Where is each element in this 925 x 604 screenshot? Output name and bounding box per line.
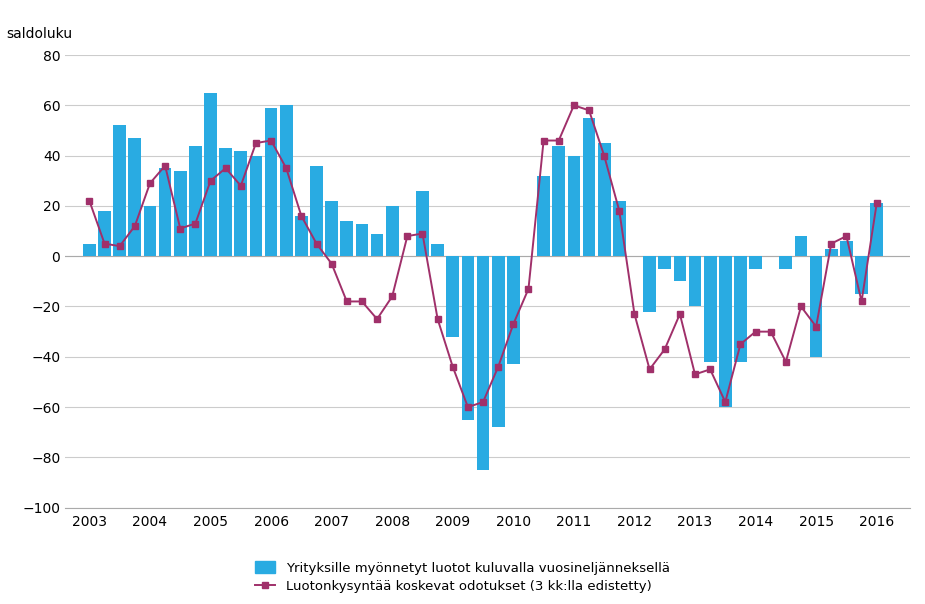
Bar xyxy=(659,256,672,269)
Bar xyxy=(326,201,338,256)
Bar xyxy=(613,201,625,256)
Bar xyxy=(719,256,732,407)
Bar xyxy=(189,146,202,256)
Bar xyxy=(476,256,489,470)
Bar xyxy=(749,256,762,269)
Bar xyxy=(234,150,247,256)
Bar xyxy=(856,256,868,294)
Bar xyxy=(416,191,429,256)
Legend: Yrityksille myönnetyt luotot kuluvalla vuosineljänneksellä, Luotonkysyntää koske: Yrityksille myönnetyt luotot kuluvalla v… xyxy=(252,557,673,597)
Bar xyxy=(143,206,156,256)
Bar xyxy=(310,165,323,256)
Bar xyxy=(643,256,656,312)
Bar xyxy=(386,206,399,256)
Bar xyxy=(537,176,550,256)
Bar xyxy=(673,256,686,281)
Bar xyxy=(825,249,838,256)
Bar xyxy=(431,243,444,256)
Bar xyxy=(98,211,111,256)
Bar xyxy=(447,256,459,336)
Bar xyxy=(688,256,701,306)
Bar xyxy=(174,171,187,256)
Bar xyxy=(780,256,792,269)
Bar xyxy=(371,234,384,256)
Bar xyxy=(83,243,96,256)
Bar xyxy=(219,148,232,256)
Bar xyxy=(204,93,216,256)
Bar xyxy=(704,256,717,362)
Bar xyxy=(129,138,142,256)
Bar xyxy=(462,256,475,420)
Bar xyxy=(295,216,308,256)
Bar xyxy=(840,241,853,256)
Bar xyxy=(507,256,520,364)
Bar xyxy=(552,146,565,256)
Bar xyxy=(355,223,368,256)
Bar xyxy=(734,256,746,362)
Bar xyxy=(340,221,353,256)
Bar xyxy=(114,126,126,256)
Bar xyxy=(568,156,580,256)
Text: saldoluku: saldoluku xyxy=(6,27,72,42)
Bar xyxy=(265,108,277,256)
Bar xyxy=(250,156,263,256)
Bar xyxy=(809,256,822,357)
Bar xyxy=(583,118,596,256)
Bar xyxy=(280,105,292,256)
Bar xyxy=(795,236,808,256)
Bar xyxy=(159,168,171,256)
Bar xyxy=(870,204,883,256)
Bar xyxy=(492,256,504,427)
Bar xyxy=(598,143,611,256)
